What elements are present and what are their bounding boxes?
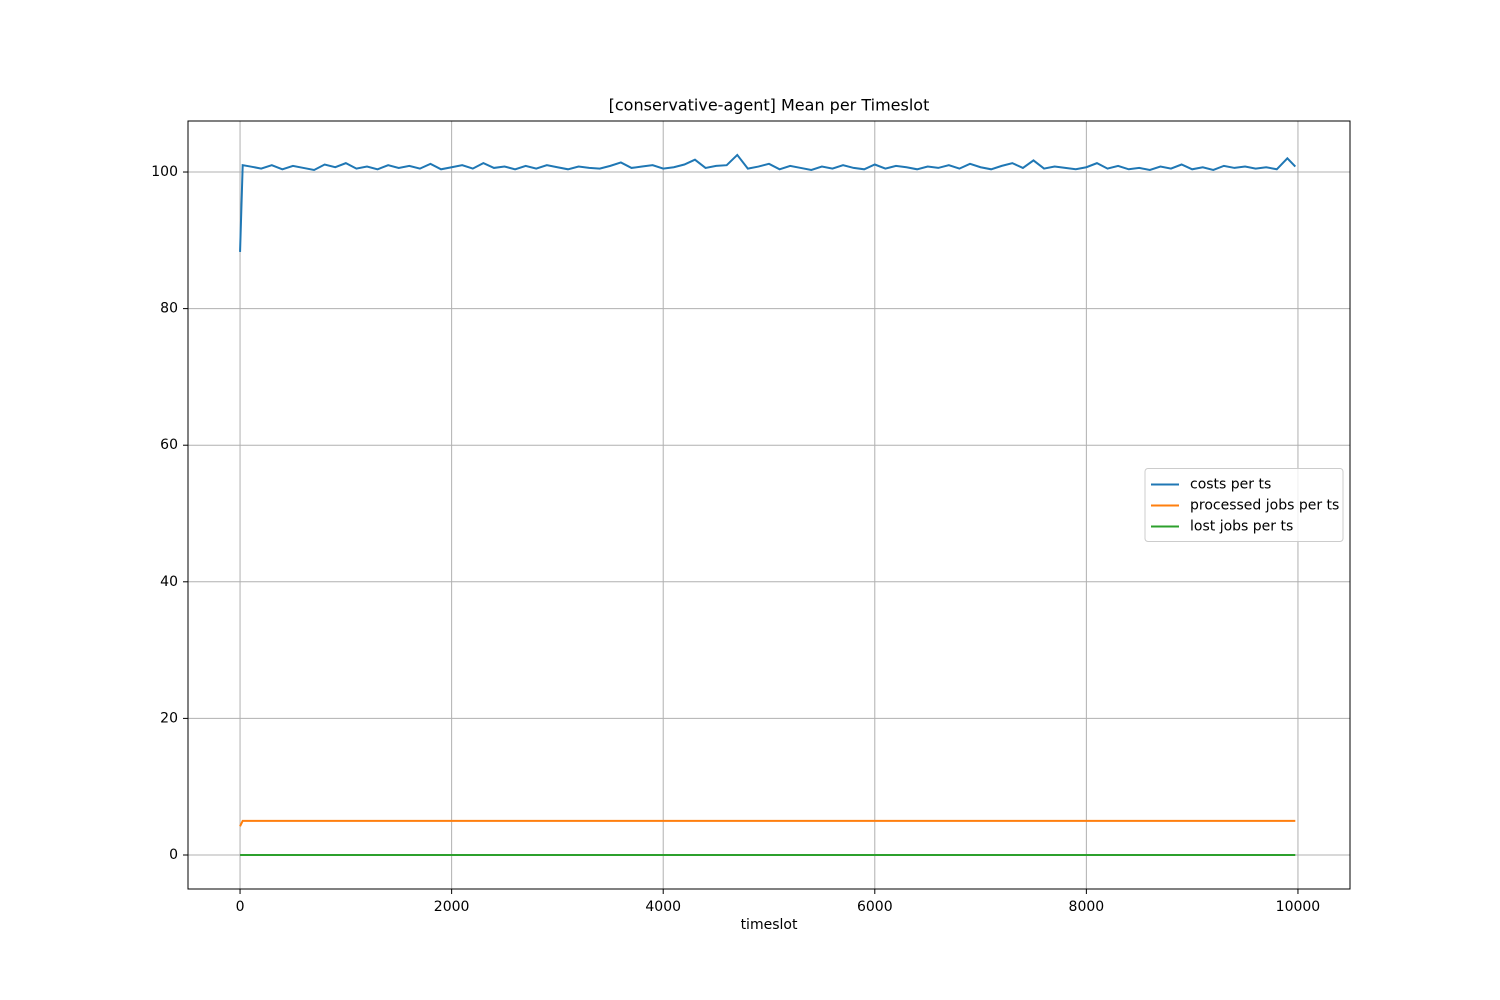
legend-label: lost jobs per ts	[1190, 519, 1293, 535]
y-tick-label: 0	[169, 847, 178, 863]
legend-box	[1144, 468, 1344, 542]
legend-label: processed jobs per ts	[1190, 498, 1339, 514]
x-tick-label: 8000	[1069, 899, 1105, 915]
x-tick-label: 0	[236, 899, 245, 915]
y-tick-label: 20	[160, 710, 178, 726]
x-axis-label: timeslot	[741, 917, 798, 933]
x-tick-label: 2000	[434, 899, 470, 915]
y-tick-label: 60	[160, 437, 178, 453]
x-tick-label: 4000	[645, 899, 681, 915]
data-line	[239, 153, 1297, 252]
chart-title: [conservative-agent] Mean per Timeslot	[609, 96, 930, 115]
y-tick-label: 80	[160, 301, 178, 317]
legend: costs per ts processed jobs per ts lost jo…	[1144, 468, 1344, 542]
plot-frame	[187, 120, 1351, 890]
x-tick-label: 10000	[1276, 899, 1321, 915]
y-tick-label: 100	[151, 164, 178, 180]
legend-label: costs per ts	[1190, 477, 1271, 493]
y-tick-label: 40	[160, 574, 178, 590]
data-line	[239, 819, 1296, 827]
x-tick-label: 6000	[857, 899, 893, 915]
